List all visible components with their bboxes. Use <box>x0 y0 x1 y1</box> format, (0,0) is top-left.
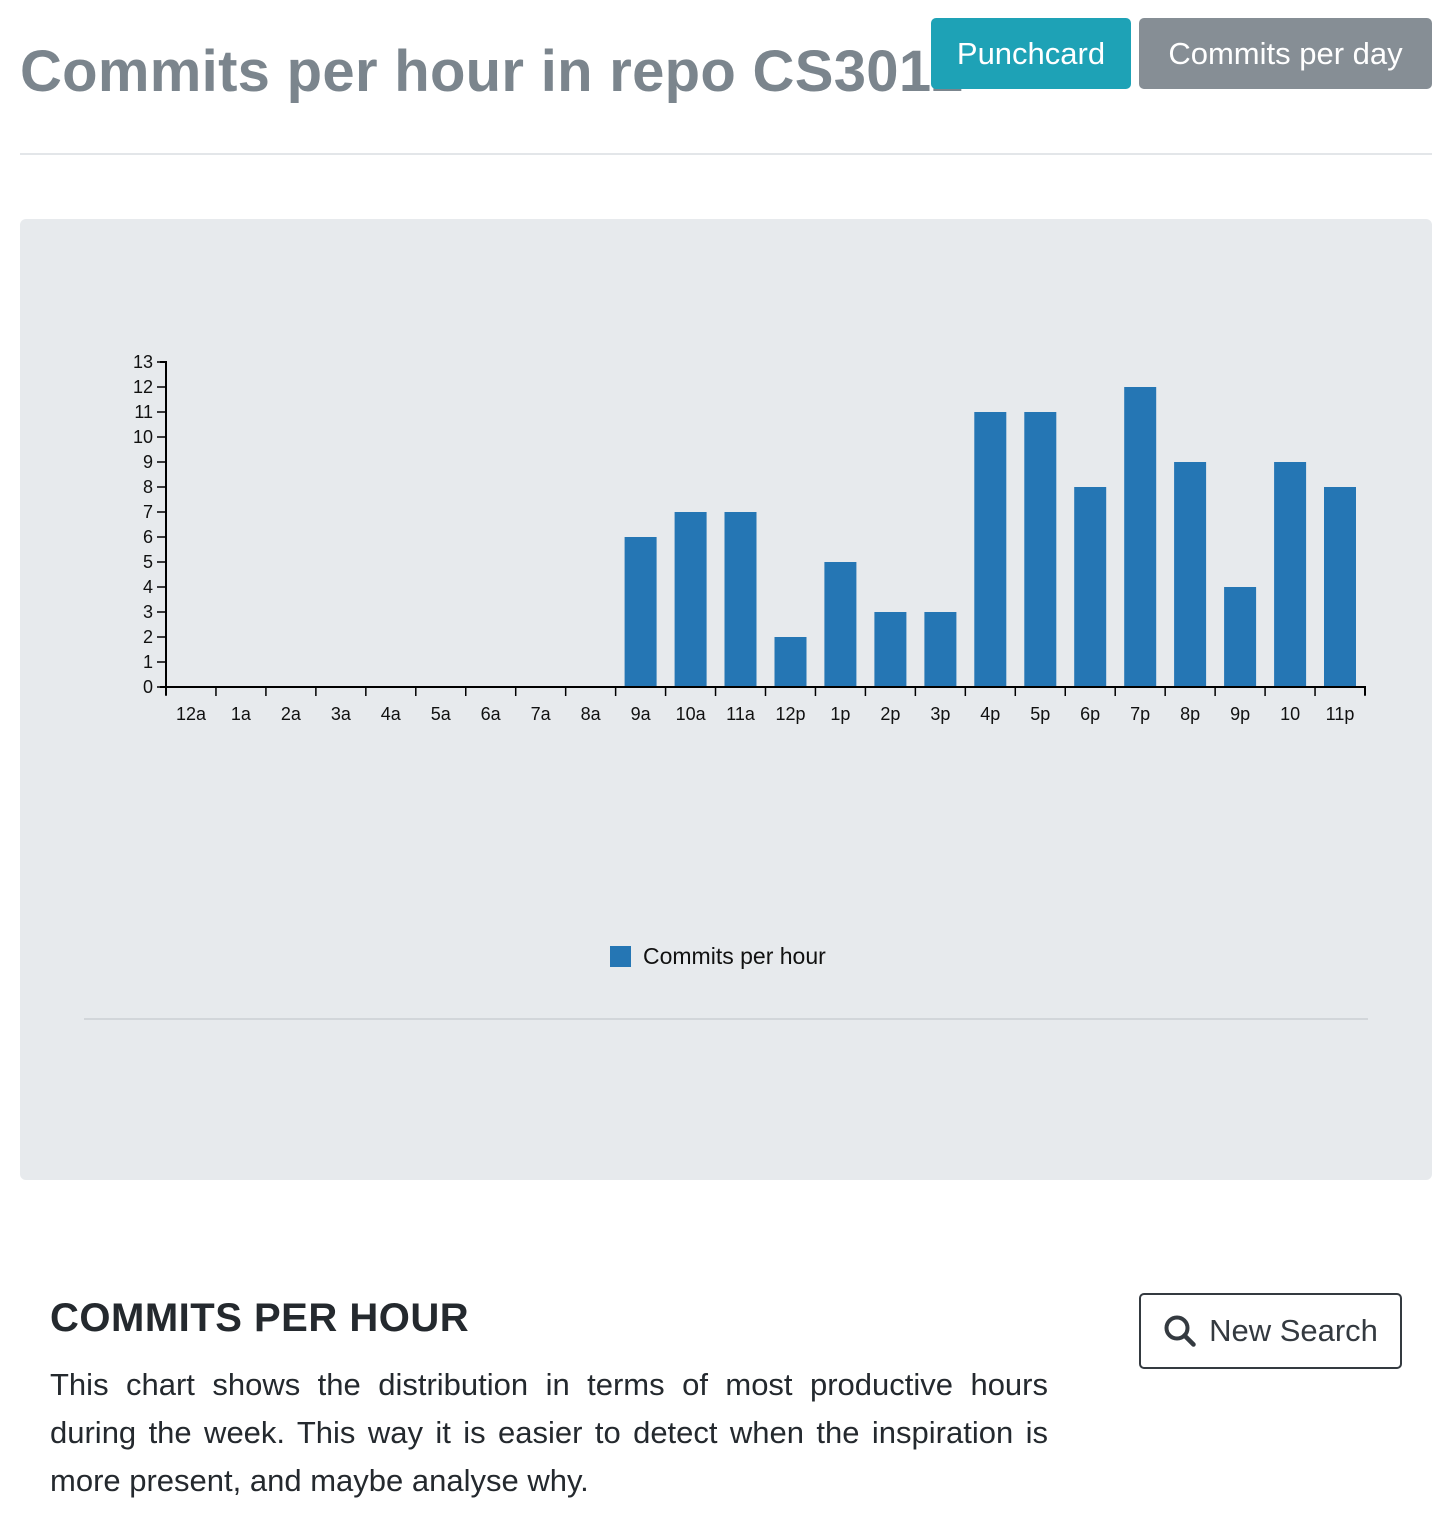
y-tick-label-7: 7 <box>143 502 153 522</box>
header-divider <box>20 153 1432 155</box>
x-tick-label-7a: 7a <box>531 704 552 724</box>
bar-11a <box>724 512 757 687</box>
bar-10 <box>1274 462 1307 687</box>
x-tick-label-4p: 4p <box>980 704 1000 724</box>
section-description: This chart shows the distribution in ter… <box>50 1367 1048 1498</box>
x-tick-label-3a: 3a <box>331 704 352 724</box>
x-tick-label-8p: 8p <box>1180 704 1200 724</box>
x-tick-label-8a: 8a <box>581 704 602 724</box>
y-tick-label-0: 0 <box>143 677 153 697</box>
x-tick-label-6a: 6a <box>481 704 502 724</box>
panel-divider <box>84 1018 1368 1020</box>
y-tick-label-3: 3 <box>143 602 153 622</box>
section-title: COMMITS PER HOUR <box>50 1296 470 1340</box>
x-tick-label-12p: 12p <box>775 704 805 724</box>
x-tick-label-2p: 2p <box>880 704 900 724</box>
x-tick-label-9a: 9a <box>631 704 652 724</box>
legend-label: Commits per hour <box>643 942 826 969</box>
y-tick-label-8: 8 <box>143 477 153 497</box>
bar-9a <box>624 537 657 687</box>
y-tick-label-10: 10 <box>133 427 153 447</box>
y-tick-label-1: 1 <box>143 652 153 672</box>
x-tick-label-5a: 5a <box>431 704 452 724</box>
y-tick-label-5: 5 <box>143 552 153 572</box>
y-tick-label-2: 2 <box>143 627 153 647</box>
y-tick-label-9: 9 <box>143 452 153 472</box>
x-tick-label-7p: 7p <box>1130 704 1150 724</box>
x-tick-label-10: 10 <box>1280 704 1300 724</box>
new-search-label: New Search <box>1209 1313 1378 1348</box>
x-tick-label-1p: 1p <box>830 704 850 724</box>
page-title: Commits per hour in repo CS3012 <box>20 39 964 104</box>
x-tick-label-6p: 6p <box>1080 704 1100 724</box>
y-tick-label-13: 13 <box>133 352 153 372</box>
x-tick-label-11p: 11p <box>1326 704 1355 724</box>
bar-1p <box>824 562 857 687</box>
bar-6p <box>1074 487 1107 687</box>
search-icon <box>1164 1315 1196 1347</box>
x-tick-label-2a: 2a <box>281 704 302 724</box>
chart-legend: Commits per hour <box>610 941 826 971</box>
legend-swatch <box>610 945 631 967</box>
bar-11p <box>1324 487 1356 687</box>
x-tick-label-12a: 12a <box>176 704 207 724</box>
y-axis-line <box>160 361 167 688</box>
bar-2p <box>874 612 907 687</box>
x-tick-label-3p: 3p <box>930 704 950 724</box>
y-tick-label-12: 12 <box>133 377 153 397</box>
x-tick-label-11a: 11a <box>726 704 756 724</box>
y-tick-label-11: 11 <box>134 402 153 422</box>
y-tick-label-4: 4 <box>143 577 153 597</box>
bar-10a <box>674 512 707 687</box>
punchcard-button[interactable]: Punchcard <box>931 18 1131 89</box>
x-tick-label-1a: 1a <box>231 704 252 724</box>
y-tick-label-6: 6 <box>143 527 153 547</box>
bar-12p <box>774 637 807 687</box>
x-tick-label-5p: 5p <box>1030 704 1050 724</box>
bar-7p <box>1124 387 1157 687</box>
x-tick-label-10a: 10a <box>676 704 707 724</box>
bar-4p <box>974 412 1007 687</box>
chart-panel: 0 1 2 3 4 5 6 7 8 9 10 11 12 13 12a 1a 2a 3a 4a 5a 6a 7a 8a 9a 1… <box>20 219 1432 1180</box>
x-tick-label-9p: 9p <box>1230 704 1250 724</box>
x-tick-label-4a: 4a <box>381 704 402 724</box>
bar-8p <box>1174 462 1207 687</box>
bar-3p <box>924 612 957 687</box>
commits-per-day-button[interactable]: Commits per day <box>1139 18 1432 89</box>
bar-5p <box>1024 412 1057 687</box>
bar-9p <box>1224 587 1257 687</box>
new-search-button[interactable]: New Search <box>1139 1293 1402 1369</box>
